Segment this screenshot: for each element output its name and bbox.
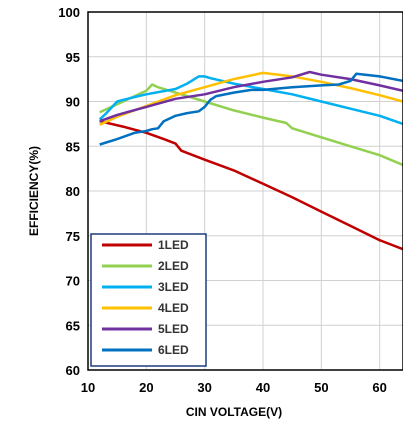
- y-tick-label: 65: [66, 318, 80, 333]
- legend-label-6led: 6LED: [158, 343, 189, 357]
- legend-label-4led: 4LED: [158, 301, 189, 315]
- series-line-1led: [99, 119, 403, 251]
- legend: 1LED 2LED 3LED 4LED 5LED 6LED: [90, 233, 207, 367]
- legend-label-5led: 5LED: [158, 322, 189, 336]
- y-tick-label: 90: [66, 95, 80, 110]
- y-tick-label: 95: [66, 50, 80, 65]
- x-tick-label: 10: [81, 380, 95, 395]
- y-tick-label: 85: [66, 139, 80, 154]
- y-tick-label: 80: [66, 184, 80, 199]
- series-line-6led: [99, 72, 403, 146]
- x-tick-label: 50: [314, 380, 328, 395]
- x-tick-label: 40: [256, 380, 270, 395]
- legend-label-3led: 3LED: [158, 280, 189, 294]
- x-tick-label: 30: [197, 380, 211, 395]
- legend-label-2led: 2LED: [158, 259, 189, 273]
- y-tick-label: 60: [66, 363, 80, 378]
- y-tick-label: 70: [66, 274, 80, 289]
- y-axis-title: EFFICIENCY(%): [27, 146, 41, 236]
- axis-ticks: 60 65 70 75 80 85 90 95 100 10 20 30 40 50 60: [58, 5, 387, 395]
- x-tick-label: 60: [372, 380, 386, 395]
- y-tick-label: 75: [66, 229, 80, 244]
- y-tick-label: 100: [58, 5, 80, 20]
- series-line-3led: [98, 75, 403, 126]
- series-lines: [98, 70, 403, 251]
- legend-label-1led: 1LED: [158, 238, 189, 252]
- x-axis-title: CIN VOLTAGE(V): [186, 405, 282, 419]
- plot-frame: [87, 11, 403, 371]
- x-tick-label: 20: [139, 380, 153, 395]
- legend-box: [90, 233, 207, 367]
- series-line-2led: [99, 83, 403, 167]
